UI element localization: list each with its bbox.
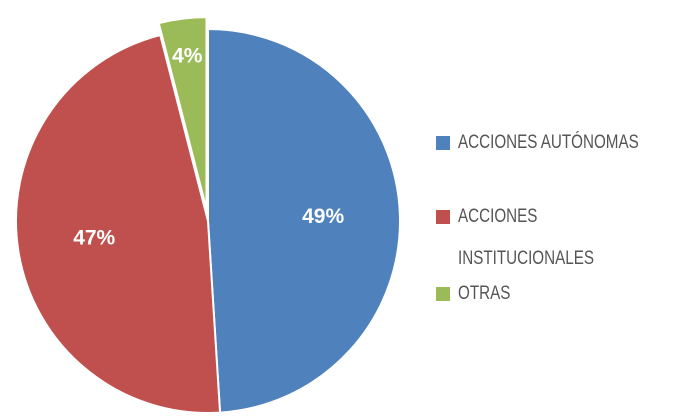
- legend-swatch: [436, 210, 450, 224]
- legend-item: ACCIONES INSTITUCIONALES: [436, 206, 688, 280]
- legend-label: ACCIONES AUTÓNOMAS: [458, 132, 639, 153]
- legend-label: ACCIONES INSTITUCIONALES: [458, 206, 594, 269]
- legend-item: ACCIONES AUTÓNOMAS: [436, 132, 688, 164]
- chart: 49% 47% 4%: [15, 16, 401, 414]
- pie-slice: [157, 16, 208, 210]
- legend-swatch: [436, 136, 450, 150]
- data-label: 49%: [302, 205, 344, 228]
- legend-item: OTRAS: [436, 283, 688, 315]
- legend-label: OTRAS: [458, 283, 511, 304]
- pie-slice: [207, 27, 401, 414]
- legend-swatch: [436, 287, 450, 301]
- pie-slice: [15, 33, 222, 414]
- data-label: 4%: [172, 44, 203, 67]
- data-label: 47%: [73, 227, 115, 250]
